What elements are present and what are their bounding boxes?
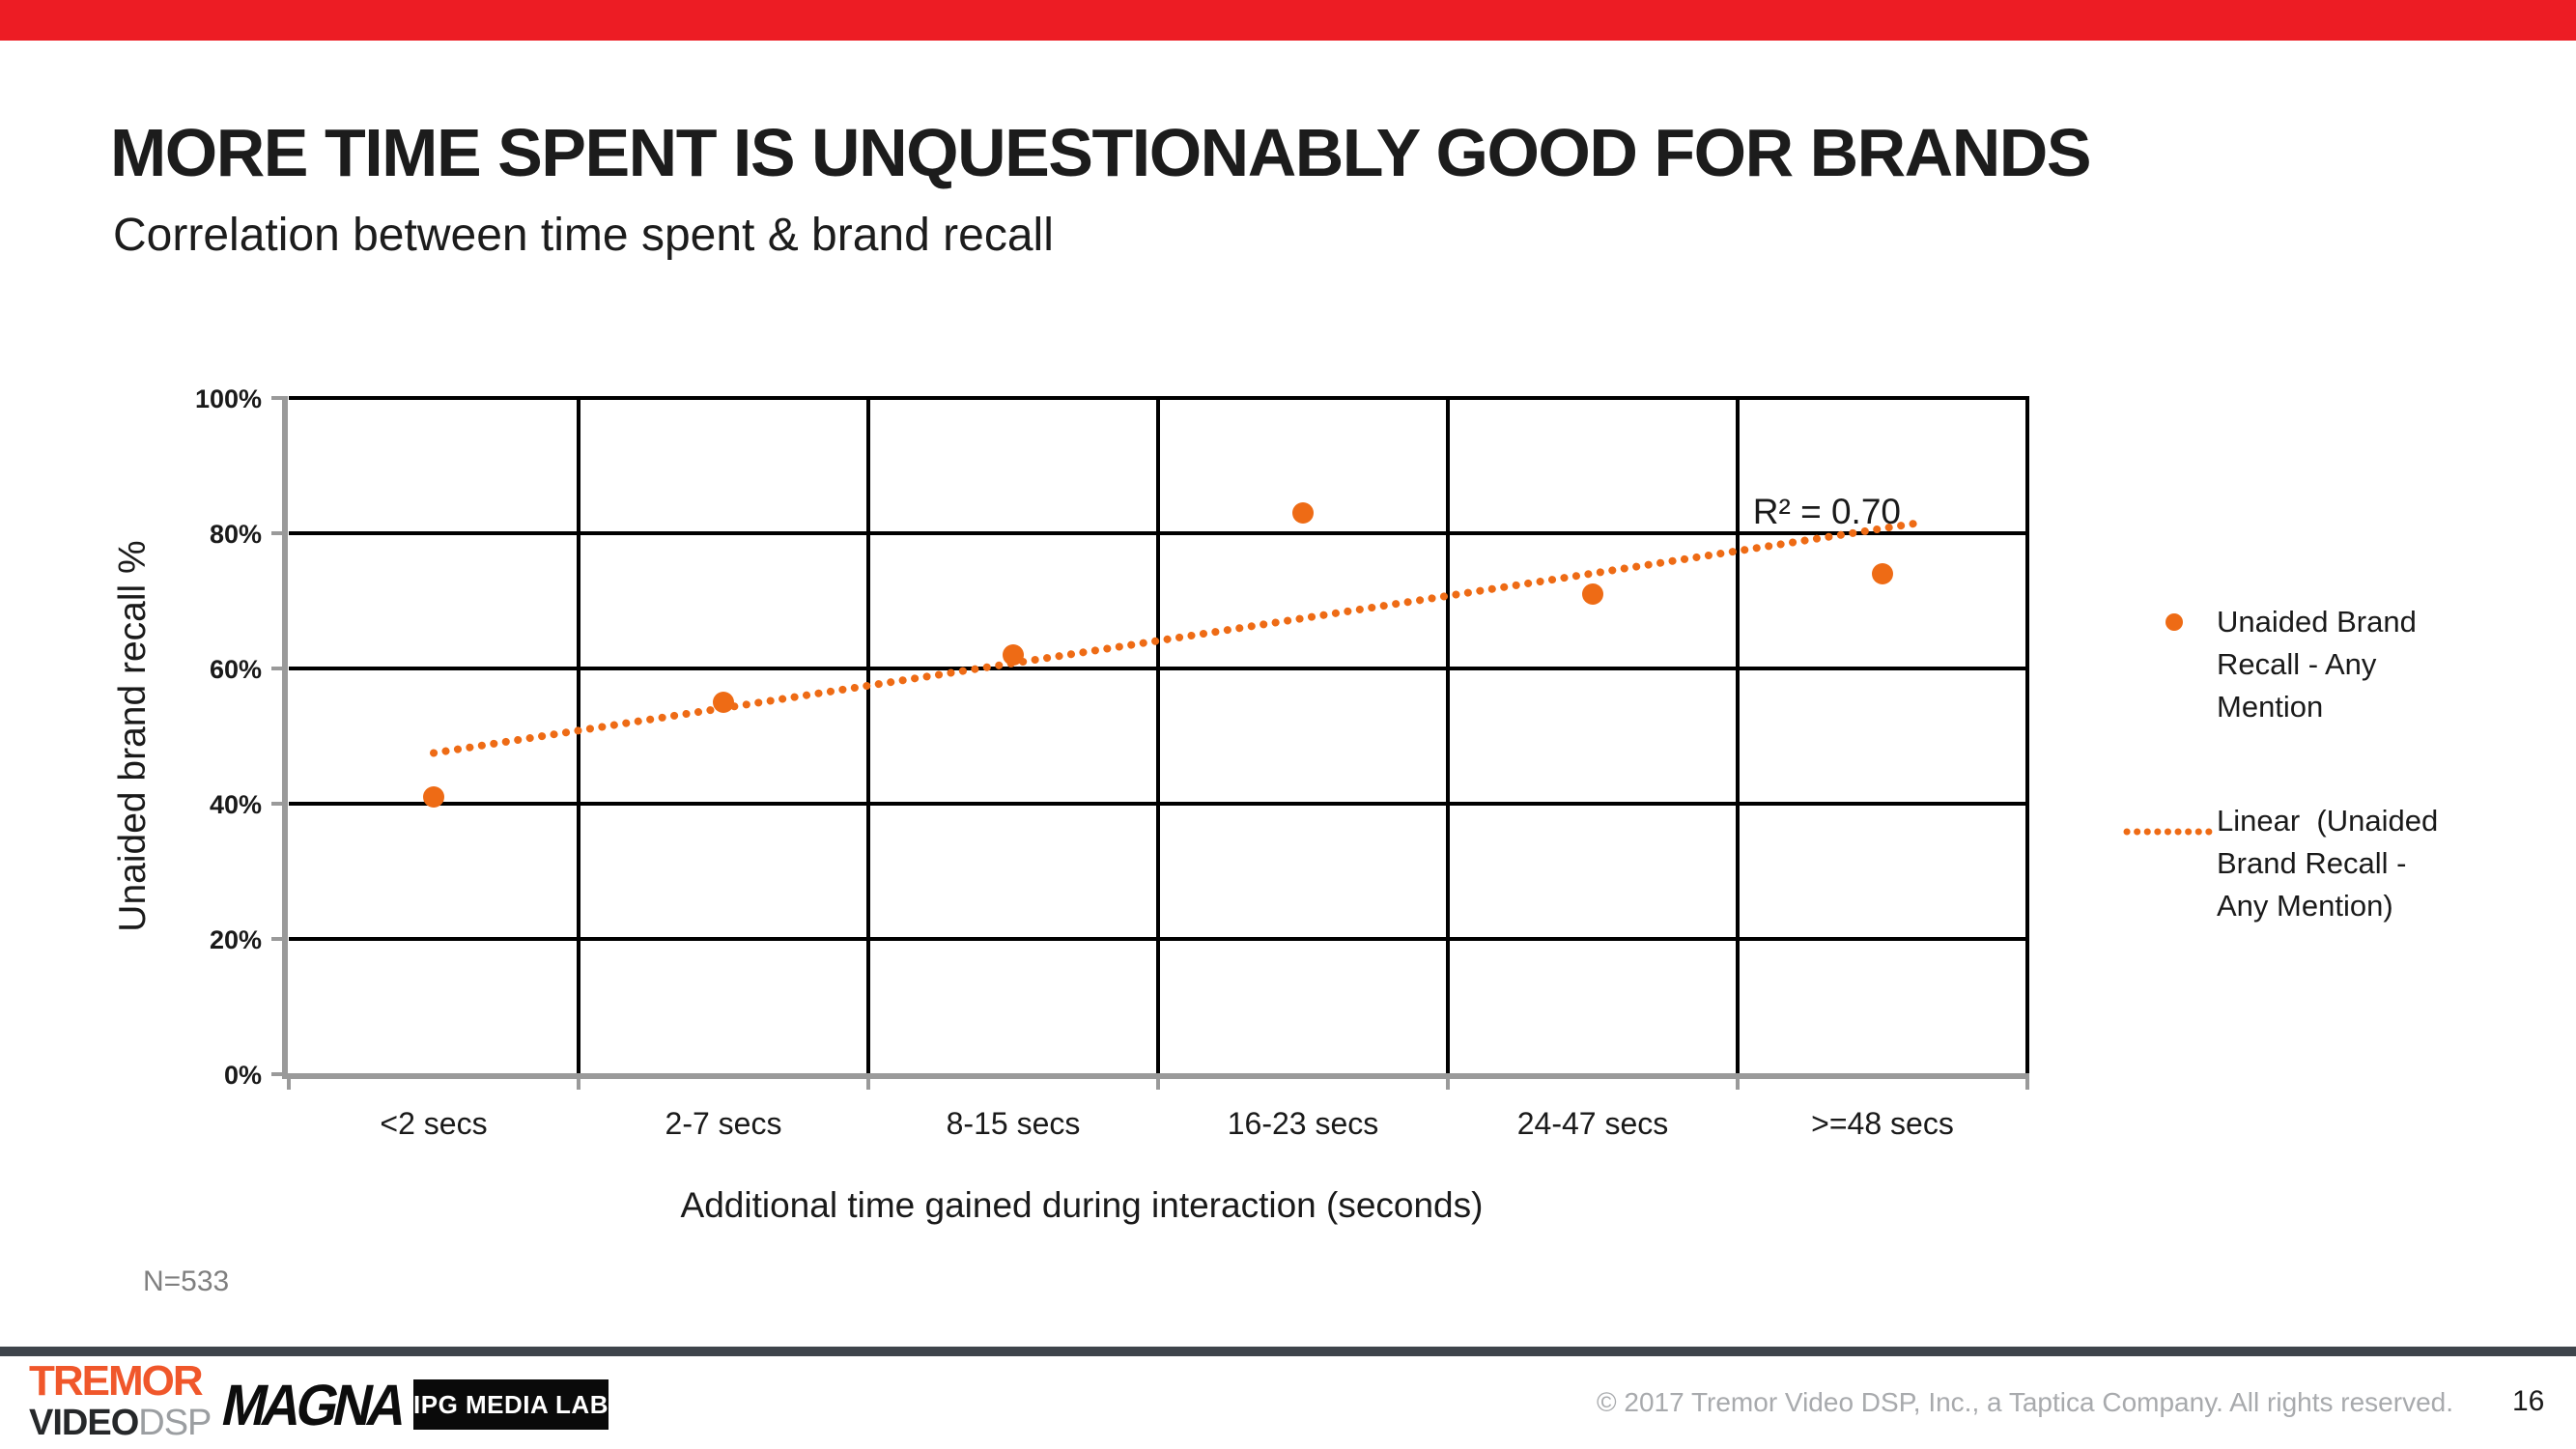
slide-title: MORE TIME SPENT IS UNQUESTIONABLY GOOD F… bbox=[110, 115, 2092, 190]
footer-divider-bar bbox=[0, 1347, 2576, 1356]
trendline bbox=[430, 518, 1927, 757]
legend-dot-marker-icon bbox=[2166, 613, 2183, 631]
tremor-video-text: VIDEO bbox=[29, 1403, 139, 1443]
y-axis-title: Unaided brand recall % bbox=[112, 540, 154, 931]
magna-logo: MAGNA bbox=[216, 1373, 410, 1437]
data-point bbox=[1872, 563, 1893, 584]
legend-item-trendline: Linear (Unaided Brand Recall - Any Menti… bbox=[2123, 800, 2458, 927]
slide-subtitle: Correlation between time spent & brand r… bbox=[113, 210, 1054, 261]
data-point bbox=[1003, 644, 1024, 666]
data-point bbox=[423, 786, 444, 808]
x-tick-label: 2-7 secs bbox=[665, 1106, 782, 1141]
y-tick-label: 80% bbox=[210, 520, 262, 549]
y-tick-label: 60% bbox=[210, 655, 262, 684]
legend-item-series: Unaided Brand Recall - Any Mention bbox=[2166, 601, 2458, 728]
y-tick-label: 20% bbox=[210, 925, 262, 954]
top-accent-bar bbox=[0, 0, 2576, 41]
data-point bbox=[713, 692, 734, 713]
data-point bbox=[1582, 583, 1603, 605]
y-tick-label: 100% bbox=[195, 384, 262, 413]
legend-series-label: Unaided Brand Recall - Any Mention bbox=[2217, 605, 2425, 724]
data-point bbox=[1292, 502, 1314, 524]
tremor-logo-subtext: VIDEODSP bbox=[29, 1403, 212, 1443]
y-tick-label: 0% bbox=[224, 1061, 262, 1090]
copyright-text: © 2017 Tremor Video DSP, Inc., a Taptica… bbox=[1596, 1387, 2453, 1417]
y-tick-label: 40% bbox=[210, 790, 262, 819]
legend-trendline-label: Linear (Unaided Brand Recall - Any Menti… bbox=[2217, 804, 2447, 923]
ipg-media-lab-logo: IPG MEDIA LAB bbox=[413, 1379, 609, 1430]
x-tick-label: <2 secs bbox=[380, 1106, 487, 1141]
x-axis-title: Additional time gained during interactio… bbox=[681, 1185, 1484, 1225]
page-number: 16 bbox=[2512, 1385, 2545, 1417]
x-tick-label: 16-23 secs bbox=[1228, 1106, 1379, 1141]
x-tick-label: >=48 secs bbox=[1811, 1106, 1954, 1141]
x-tick-label: 8-15 secs bbox=[947, 1106, 1081, 1141]
legend-dotted-line-icon bbox=[2123, 828, 2213, 836]
sample-size-note: N=533 bbox=[143, 1265, 230, 1297]
tremor-dsp-text: DSP bbox=[138, 1403, 212, 1443]
tremor-logo-text: TREMOR bbox=[29, 1357, 204, 1405]
r-squared-annotation: R² = 0.70 bbox=[1753, 492, 1901, 531]
tremor-video-dsp-logo: TREMOR VIDEODSP bbox=[29, 1357, 212, 1443]
x-tick-label: 24-47 secs bbox=[1517, 1106, 1669, 1141]
